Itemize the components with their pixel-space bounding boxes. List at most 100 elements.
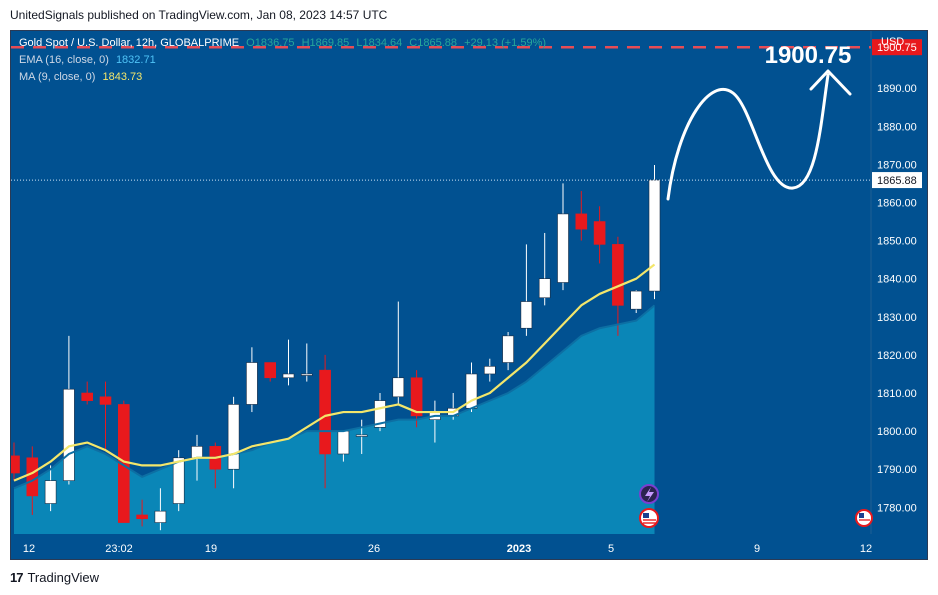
candle-up[interactable]: [154, 488, 167, 531]
candle-body: [282, 373, 295, 379]
candle-up[interactable]: [483, 358, 496, 382]
candle-body: [520, 301, 533, 329]
ema-line[interactable]: [13, 304, 656, 490]
candle-up[interactable]: [300, 343, 313, 382]
candle-body: [612, 244, 624, 306]
ma-line[interactable]: [13, 263, 656, 482]
candle-body: [502, 335, 514, 363]
candle-up[interactable]: [282, 339, 295, 386]
candle-up[interactable]: [538, 232, 551, 306]
candle-up[interactable]: [648, 164, 661, 300]
candle-body: [319, 369, 331, 455]
x-tick-label: 12: [23, 543, 35, 555]
y-tick-label: 1850.00: [877, 236, 917, 248]
event-flash-icon[interactable]: [639, 484, 659, 504]
price-scale-background[interactable]: [871, 31, 928, 560]
candlestick-chart[interactable]: 1780.00 1790.00 1800.00 1810.00 1820.00 1830.…: [11, 31, 928, 560]
candle-down[interactable]: [319, 354, 331, 489]
candle-body: [81, 392, 93, 401]
candle-down[interactable]: [410, 370, 423, 428]
candle-up[interactable]: [246, 347, 258, 413]
footer: 17 TradingView: [10, 570, 99, 585]
candle-up[interactable]: [630, 290, 643, 313]
candle-body: [392, 377, 405, 398]
candle-body: [538, 278, 551, 299]
us-flag-event-icon[interactable]: [639, 508, 659, 528]
candle-up[interactable]: [374, 393, 386, 432]
legend-high: H1869.85: [301, 37, 350, 49]
us-flag-event-icon-right[interactable]: [855, 509, 873, 527]
y-tick-label: 1860.00: [877, 197, 917, 209]
candle-body: [172, 457, 185, 504]
target-annotation-label: 1900.75: [765, 42, 852, 69]
candle-down[interactable]: [264, 362, 276, 382]
chart-legend: Gold Spot / U.S. Dollar, 12h, GLOBALPRIM…: [19, 35, 546, 86]
y-tick-label: 1810.00: [877, 388, 917, 400]
candle-body: [264, 362, 276, 379]
y-tick-label: 1880.00: [877, 121, 917, 133]
target-price-badge: 1900.75: [872, 39, 922, 56]
y-tick-label: 1790.00: [877, 464, 917, 476]
candle-up[interactable]: [502, 332, 514, 371]
target-price-badge-label: 1900.75: [877, 42, 917, 54]
legend-open: O1836.75: [246, 37, 295, 49]
candle-body: [374, 400, 386, 428]
candle-up[interactable]: [557, 183, 569, 291]
candle-down[interactable]: [593, 206, 606, 264]
legend-ema-value: 1832.71: [115, 54, 156, 66]
legend-ema-row: EMA (16, close, 0) 1832.71: [19, 52, 546, 69]
x-tick-label: 12: [860, 543, 872, 555]
x-tick-label: 19: [205, 543, 217, 555]
tradingview-logo-icon[interactable]: 17: [10, 570, 24, 585]
candle-body: [26, 457, 39, 497]
x-tick-label: 26: [368, 543, 380, 555]
y-tick-label: 1890.00: [877, 83, 917, 95]
candle-up[interactable]: [63, 335, 75, 485]
legend-change: +29.13 (+1.59%): [464, 37, 547, 49]
candle-body: [136, 514, 148, 520]
candle-body: [44, 480, 57, 504]
candle-body: [593, 221, 606, 245]
y-tick-label: 1780.00: [877, 502, 917, 514]
tradingview-brand[interactable]: TradingView: [27, 570, 100, 585]
candle-body: [483, 366, 496, 375]
candle-body: [630, 290, 643, 310]
currency-label: USD: [881, 36, 904, 48]
current-price-badge-label: 1865.88: [877, 175, 917, 187]
y-tick-label: 1820.00: [877, 350, 917, 362]
candle-up[interactable]: [520, 244, 533, 336]
candle-body: [11, 455, 20, 474]
legend-ma-row: MA (9, close, 0) 1843.73: [19, 69, 546, 86]
time-scale-background[interactable]: [11, 534, 928, 560]
x-tick-label: 23:02: [105, 543, 133, 555]
candle-up[interactable]: [44, 465, 57, 512]
candle-body: [191, 446, 203, 459]
candle-body: [99, 396, 112, 405]
current-price-badge: 1865.88: [872, 172, 922, 189]
candle-body: [337, 430, 350, 455]
candle-up[interactable]: [392, 301, 405, 405]
publish-info: UnitedSignals published on TradingView.c…: [10, 8, 388, 22]
y-tick-label: 1830.00: [877, 312, 917, 324]
candle-up[interactable]: [227, 396, 240, 489]
projection-curve[interactable]: [666, 73, 830, 201]
candle-down[interactable]: [575, 191, 588, 241]
candle-down[interactable]: [81, 381, 93, 405]
candle-down[interactable]: [99, 381, 112, 451]
candle-body: [246, 362, 258, 405]
x-tick-label: 9: [754, 543, 760, 555]
candle-up[interactable]: [172, 450, 185, 512]
candle-up[interactable]: [355, 419, 368, 454]
candle-down[interactable]: [136, 499, 148, 527]
legend-ma-value: 1843.73: [102, 71, 143, 83]
legend-close: C1865.88: [409, 37, 458, 49]
x-tick-label: 5: [608, 543, 614, 555]
y-tick-label: 1840.00: [877, 274, 917, 286]
chart-panel[interactable]: 1780.00 1790.00 1800.00 1810.00 1820.00 1830.…: [10, 30, 928, 560]
x-tick-label: 2023: [507, 543, 531, 555]
legend-symbol-row: Gold Spot / U.S. Dollar, 12h, GLOBALPRIM…: [19, 35, 546, 52]
candle-down[interactable]: [11, 442, 20, 481]
y-tick-label: 1800.00: [877, 426, 917, 438]
legend-low: L1834.64: [356, 37, 403, 49]
candle-body: [300, 373, 313, 376]
